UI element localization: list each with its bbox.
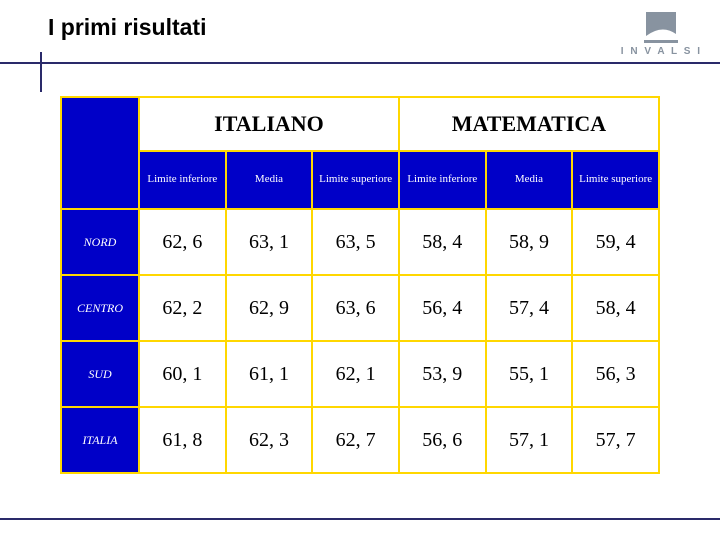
cell: 55, 1 bbox=[486, 341, 573, 407]
row-label-sud: SUD bbox=[61, 341, 139, 407]
subcol-label: Media bbox=[226, 151, 313, 209]
row-label-centro: CENTRO bbox=[61, 275, 139, 341]
cell: 60, 1 bbox=[139, 341, 226, 407]
header-rule bbox=[0, 62, 720, 64]
subcol-label: Limite inferiore bbox=[139, 151, 226, 209]
cell: 61, 8 bbox=[139, 407, 226, 473]
cell: 57, 1 bbox=[486, 407, 573, 473]
cell: 61, 1 bbox=[226, 341, 313, 407]
row-label-nord: NORD bbox=[61, 209, 139, 275]
cell: 58, 4 bbox=[399, 209, 486, 275]
footer-rule bbox=[0, 518, 720, 520]
page-title: I primi risultati bbox=[48, 14, 720, 41]
cell: 58, 9 bbox=[486, 209, 573, 275]
cell: 62, 1 bbox=[312, 341, 399, 407]
table-header-subjects: ITALIANO MATEMATICA bbox=[61, 97, 659, 151]
logo-flag-icon bbox=[640, 10, 682, 44]
logo-text: I N V A L S I bbox=[621, 46, 702, 57]
results-table: ITALIANO MATEMATICA Limite inferiore Med… bbox=[60, 96, 660, 474]
subcol-label: Limite superiore bbox=[572, 151, 659, 209]
row-label-italia: ITALIA bbox=[61, 407, 139, 473]
cell: 58, 4 bbox=[572, 275, 659, 341]
table-row: ITALIA 61, 8 62, 3 62, 7 56, 6 57, 1 57,… bbox=[61, 407, 659, 473]
cell: 63, 1 bbox=[226, 209, 313, 275]
table-row: CENTRO 62, 2 62, 9 63, 6 56, 4 57, 4 58,… bbox=[61, 275, 659, 341]
subcol-label: Media bbox=[486, 151, 573, 209]
table-corner bbox=[61, 97, 139, 209]
cell: 62, 9 bbox=[226, 275, 313, 341]
cell: 62, 2 bbox=[139, 275, 226, 341]
cell: 62, 6 bbox=[139, 209, 226, 275]
cell: 63, 6 bbox=[312, 275, 399, 341]
cell: 62, 3 bbox=[226, 407, 313, 473]
cell: 57, 7 bbox=[572, 407, 659, 473]
cell: 56, 3 bbox=[572, 341, 659, 407]
cell: 53, 9 bbox=[399, 341, 486, 407]
table-row: SUD 60, 1 61, 1 62, 1 53, 9 55, 1 56, 3 bbox=[61, 341, 659, 407]
subject-italiano: ITALIANO bbox=[139, 97, 399, 151]
subcol-label: Limite superiore bbox=[312, 151, 399, 209]
invalsi-logo: I N V A L S I bbox=[621, 10, 702, 57]
cell: 56, 6 bbox=[399, 407, 486, 473]
cell: 57, 4 bbox=[486, 275, 573, 341]
table-header-subcols: Limite inferiore Media Limite superiore … bbox=[61, 151, 659, 209]
cell: 56, 4 bbox=[399, 275, 486, 341]
cell: 63, 5 bbox=[312, 209, 399, 275]
header-vertical-mark bbox=[40, 52, 42, 92]
subject-matematica: MATEMATICA bbox=[399, 97, 659, 151]
subcol-label: Limite inferiore bbox=[399, 151, 486, 209]
cell: 62, 7 bbox=[312, 407, 399, 473]
table-row: NORD 62, 6 63, 1 63, 5 58, 4 58, 9 59, 4 bbox=[61, 209, 659, 275]
cell: 59, 4 bbox=[572, 209, 659, 275]
